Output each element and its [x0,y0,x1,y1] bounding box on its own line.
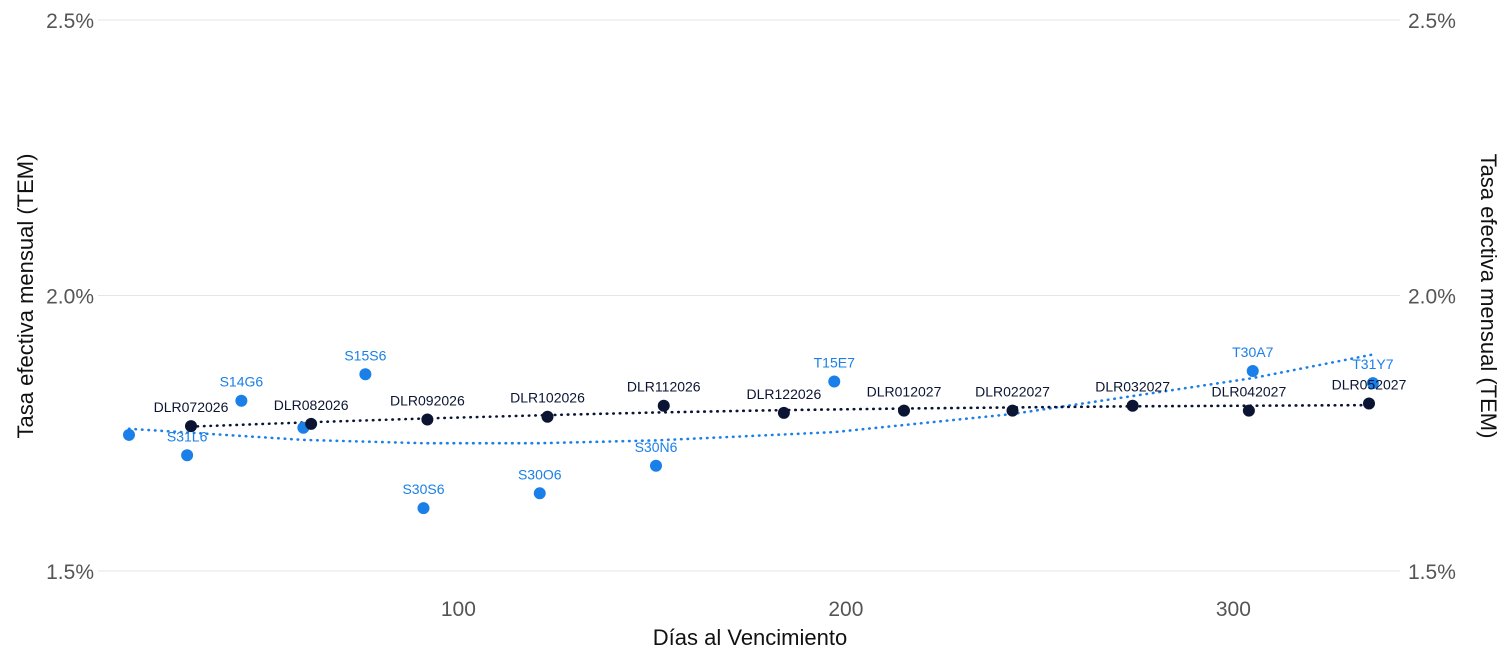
lecap-point [650,459,662,472]
point-label: S15S6 [344,347,386,363]
point-label: DLR092026 [390,392,465,408]
point-labels: S31L6 S14G6 S15S6 S30S6 S30O6 S30N6 T15E7 T30A7… [154,344,1407,497]
dlr-point [898,404,910,417]
y-tick-label-right: 1.5% [1408,561,1456,584]
point-label: S30S6 [402,481,444,497]
lecap-trendline [127,353,1375,445]
y-axis-title-right: Tasa efectiva mensual (TEM) [1476,154,1501,439]
lecap-point [828,375,841,388]
x-tick-label: 100 [441,598,476,621]
lecap-point [359,368,372,381]
y-tick-label-right: 2.5% [1408,10,1456,33]
dlr-point [541,410,554,423]
point-label: DLR022027 [975,384,1050,400]
dlr-point [657,399,670,412]
y-tick-label-left: 1.5% [46,561,94,584]
x-tick-label: 200 [828,598,863,621]
point-label: S30N6 [635,439,678,455]
data-points [123,364,1379,515]
y-tick-labels: 1.5% 1.5% 2.0% 2.0% 2.5% 2.5% [46,10,1456,584]
dlr-point [1006,404,1019,417]
point-label: DLR122026 [747,386,822,402]
dlr-point [305,417,318,430]
point-label: DLR042027 [1212,384,1287,400]
dlr-point [1126,399,1139,412]
lecap-point [1366,377,1379,390]
point-label: DLR052027 [1332,376,1407,392]
y-axis-title-left: Tasa efectiva mensual (TEM) [13,154,38,439]
point-label: DLR112026 [627,379,701,395]
point-label: S14G6 [220,374,264,390]
dlr-point [1242,404,1255,417]
lecap-point [181,449,194,462]
point-label: S31L6 [167,428,208,444]
lecap-point [417,502,430,515]
point-label: DLR102026 [510,390,585,406]
gridlines [98,19,1400,572]
x-axis-title: Días al Vencimiento [653,625,847,649]
y-tick-label-right: 2.0% [1408,286,1456,309]
lecap-point [123,428,135,441]
lecap-point [235,394,248,407]
x-tick-label: 300 [1216,598,1251,621]
point-label: DLR082026 [274,397,349,413]
point-label: S30O6 [518,466,562,482]
dlr-point [777,406,790,419]
y-tick-label-left: 2.5% [46,10,94,33]
dlr-point [185,420,197,433]
point-label: T15E7 [814,354,855,370]
dlr-point [421,413,434,426]
lecap-point [1246,364,1259,377]
point-label: DLR072026 [154,399,229,415]
dlr-point [1363,397,1375,410]
point-label: DLR032027 [1095,379,1170,395]
point-label: T31Y7 [1352,356,1393,372]
y-tick-label-left: 2.0% [46,286,94,309]
x-tick-labels: 100 200 300 [441,598,1251,621]
point-label: DLR012027 [867,384,942,400]
point-label: T30A7 [1232,344,1273,360]
lecap-point [533,487,546,500]
